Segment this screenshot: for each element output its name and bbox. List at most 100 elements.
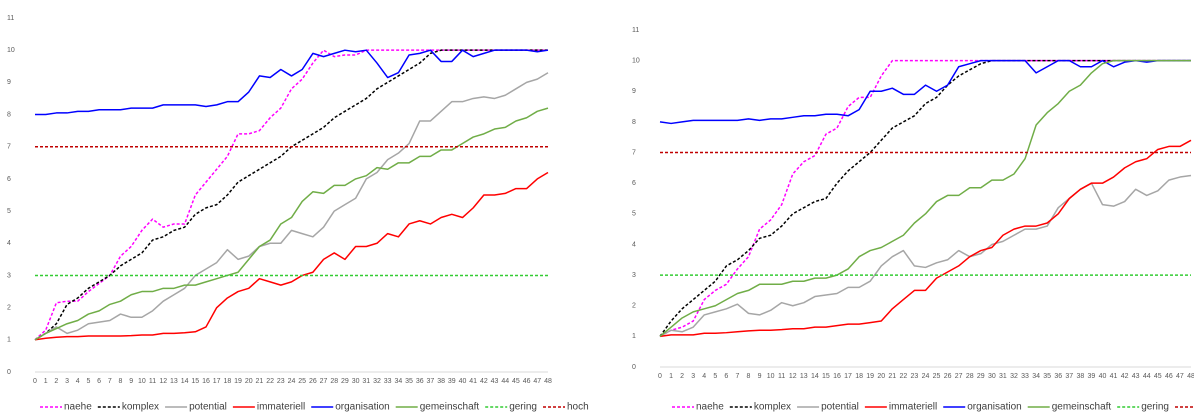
x-tick-label: 38 — [437, 378, 445, 385]
x-tick-label: 1 — [44, 378, 48, 385]
y-tick-label: 5 — [7, 208, 11, 215]
x-tick-label: 34 — [1032, 373, 1040, 380]
x-tick-label: 27 — [955, 373, 963, 380]
x-tick-label: 1 — [669, 373, 673, 380]
x-tick-label: 5 — [713, 373, 717, 380]
x-tick-label: 32 — [373, 378, 381, 385]
x-tick-label: 6 — [97, 378, 101, 385]
x-tick-label: 16 — [202, 378, 210, 385]
series-line — [34, 171, 549, 341]
x-tick-label: 40 — [459, 378, 467, 385]
y-tick-label: 4 — [7, 240, 11, 247]
legend-label: immateriell — [257, 402, 305, 413]
y-tick-label: 8 — [7, 111, 11, 118]
x-tick-label: 31 — [362, 378, 370, 385]
x-tick-label: 5 — [86, 378, 90, 385]
x-tick-label: 14 — [811, 373, 819, 380]
legend-label: komplex — [754, 402, 791, 413]
x-tick-label: 44 — [1143, 373, 1151, 380]
x-tick-label: 47 — [533, 378, 541, 385]
y-tick-label: 6 — [7, 176, 11, 183]
x-tick-label: 15 — [822, 373, 830, 380]
y-tick-label: 11 — [7, 15, 14, 22]
x-tick-label: 34 — [394, 378, 402, 385]
y-tick-label: 0 — [7, 369, 11, 376]
y-tick-label: 1 — [7, 337, 11, 344]
x-tick-label: 2 — [54, 378, 58, 385]
x-tick-label: 48 — [1187, 373, 1194, 380]
y-tick-label: 2 — [7, 304, 11, 311]
y-tick-label: 4 — [632, 241, 636, 248]
series-line — [34, 107, 549, 341]
x-tick-label: 4 — [702, 373, 706, 380]
x-tick-label: 45 — [1154, 373, 1162, 380]
x-tick-label: 42 — [1121, 373, 1129, 380]
x-tick-label: 23 — [911, 373, 919, 380]
y-tick-label: 5 — [632, 211, 636, 218]
y-tick-label: 7 — [7, 144, 11, 151]
x-tick-label: 8 — [747, 373, 751, 380]
x-tick-label: 33 — [384, 378, 392, 385]
x-tick-label: 21 — [256, 378, 264, 385]
legend-label: naehe — [64, 402, 92, 413]
x-tick-label: 26 — [944, 373, 952, 380]
x-tick-label: 41 — [469, 378, 477, 385]
y-tick-label: 8 — [632, 119, 636, 126]
legend-label: gemeinschaft — [420, 402, 480, 413]
x-tick-label: 46 — [523, 378, 531, 385]
x-tick-label: 35 — [1043, 373, 1051, 380]
x-tick-label: 2 — [680, 373, 684, 380]
x-tick-label: 6 — [724, 373, 728, 380]
legend-label: organisation — [335, 402, 389, 413]
x-tick-label: 20 — [245, 378, 253, 385]
y-tick-label: 7 — [632, 149, 636, 156]
x-tick-label: 12 — [789, 373, 797, 380]
x-tick-label: 0 — [33, 378, 37, 385]
y-tick-label: 11 — [632, 27, 639, 34]
x-tick-label: 31 — [999, 373, 1007, 380]
x-tick-label: 7 — [108, 378, 112, 385]
x-tick-label: 10 — [138, 378, 146, 385]
x-tick-label: 21 — [888, 373, 896, 380]
x-tick-label: 3 — [65, 378, 69, 385]
x-tick-label: 28 — [330, 378, 338, 385]
x-tick-label: 47 — [1176, 373, 1184, 380]
x-tick-label: 13 — [800, 373, 808, 380]
x-tick-label: 43 — [491, 378, 499, 385]
legend-label: potential — [821, 402, 859, 413]
x-tick-label: 46 — [1165, 373, 1173, 380]
series-line — [35, 49, 549, 116]
series-line — [659, 59, 1191, 337]
x-tick-label: 4 — [76, 378, 80, 385]
x-tick-label: 18 — [223, 378, 231, 385]
legend-label: gering — [1141, 402, 1169, 413]
x-tick-label: 45 — [512, 378, 520, 385]
x-tick-label: 11 — [149, 378, 156, 385]
x-tick-label: 9 — [758, 373, 762, 380]
series-line — [34, 49, 548, 341]
y-tick-label: 3 — [632, 272, 636, 279]
x-tick-label: 12 — [159, 378, 167, 385]
legend-label: hoch — [567, 402, 589, 413]
x-tick-label: 30 — [988, 373, 996, 380]
x-tick-label: 0 — [658, 373, 662, 380]
x-tick-label: 36 — [416, 378, 424, 385]
x-tick-label: 25 — [298, 378, 306, 385]
x-tick-label: 17 — [844, 373, 852, 380]
x-tick-label: 32 — [1010, 373, 1018, 380]
legend-label: organisation — [967, 402, 1021, 413]
series-line — [34, 49, 548, 341]
x-tick-label: 27 — [320, 378, 328, 385]
x-tick-label: 19 — [234, 378, 242, 385]
series-line — [659, 59, 1191, 338]
x-tick-label: 33 — [1021, 373, 1029, 380]
x-tick-label: 39 — [448, 378, 456, 385]
x-tick-label: 37 — [1065, 373, 1073, 380]
x-tick-label: 29 — [341, 378, 349, 385]
x-tick-label: 39 — [1088, 373, 1096, 380]
series-line — [659, 59, 1191, 337]
x-tick-label: 9 — [129, 378, 133, 385]
x-tick-label: 36 — [1054, 373, 1062, 380]
x-tick-label: 23 — [277, 378, 285, 385]
